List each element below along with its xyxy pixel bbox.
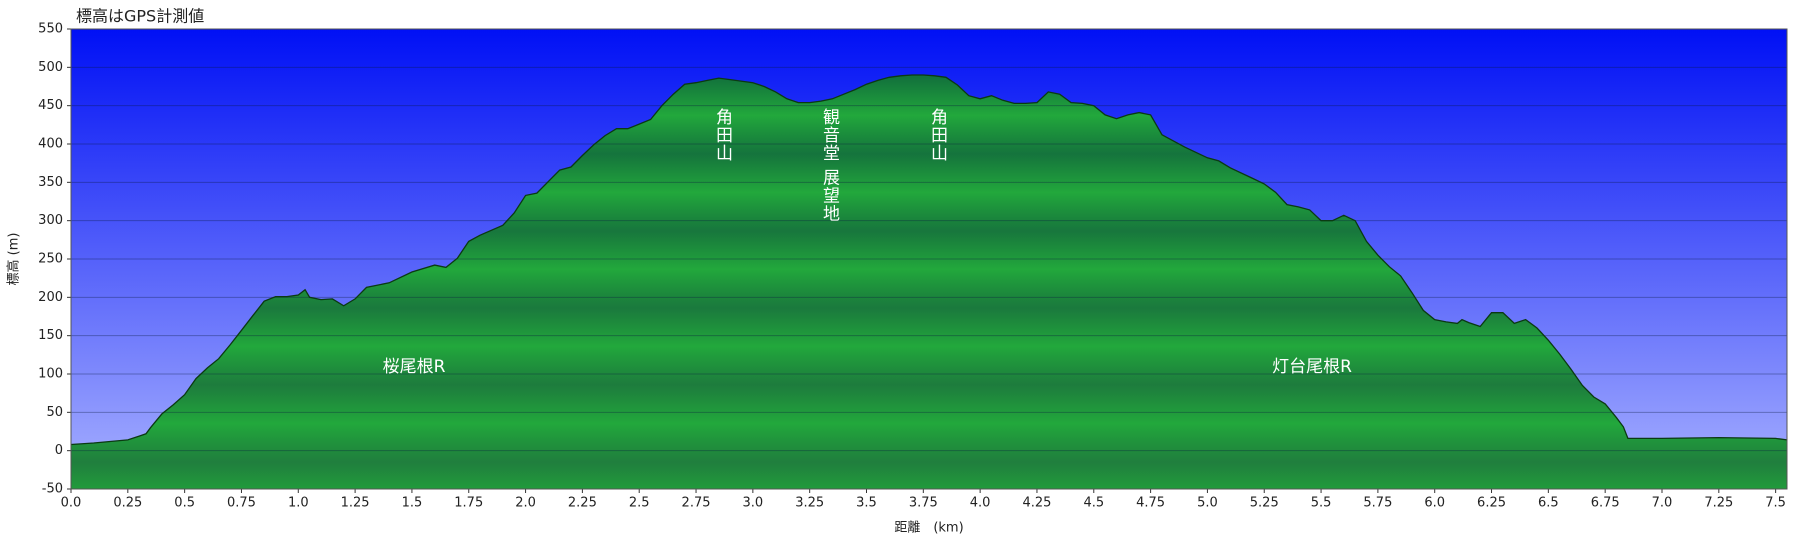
x-tick-label: 0.5 [174, 496, 195, 511]
area-outline [70, 74, 1788, 446]
x-tick-label: 6.75 [1591, 496, 1620, 511]
y-tick-label: 50 [46, 405, 63, 420]
y-tick-label: 150 [38, 328, 63, 343]
x-tick-label: 1.25 [341, 496, 370, 511]
annotation: 角田山 [927, 108, 948, 162]
annotation: 観音堂 展望地 [819, 108, 840, 222]
x-tick-label: 6.25 [1477, 496, 1506, 511]
x-tick-label: 5.25 [1250, 496, 1279, 511]
x-tick-label: 7.0 [1652, 496, 1673, 511]
y-axis-label: 標高 (m) [6, 233, 22, 286]
area [71, 75, 1787, 489]
x-tick-label: 0.75 [227, 496, 256, 511]
x-tick-label: 2.25 [568, 496, 597, 511]
y-tick-label: 100 [38, 367, 63, 382]
x-tick-label: 6.0 [1424, 496, 1445, 511]
x-tick-label: 2.75 [682, 496, 711, 511]
x-tick-label: 2.0 [515, 496, 536, 511]
y-tick-label: -50 [42, 482, 63, 497]
x-tick-label: 4.75 [1136, 496, 1165, 511]
x-tick-label: 3.75 [909, 496, 938, 511]
annotation: 角田山 [712, 108, 733, 162]
y-tick-label: 450 [38, 98, 63, 113]
x-axis-label: 距離 (km) [894, 521, 963, 536]
y-tick-label: 250 [38, 252, 63, 267]
y-tick-label: 400 [38, 137, 63, 152]
x-tick-label: 7.25 [1704, 496, 1733, 511]
x-tick-label: 5.75 [1363, 496, 1392, 511]
annotation: 灯台尾根R [1272, 357, 1352, 377]
plot-frame [70, 28, 1788, 490]
x-tick-label: 5.0 [1197, 496, 1218, 511]
x-tick-label: 1.75 [454, 496, 483, 511]
x-tick-label: 1.0 [288, 496, 309, 511]
chart-title: 標高はGPS計測値 [76, 7, 204, 26]
x-tick-label: 4.25 [1022, 496, 1051, 511]
x-tick-label: 1.5 [402, 496, 423, 511]
x-tick-label: 5.5 [1311, 496, 1332, 511]
x-tick-label: 3.0 [743, 496, 764, 511]
y-tick-label: 350 [38, 175, 63, 190]
x-tick-label: 0.0 [61, 496, 82, 511]
x-tick-label: 7.5 [1765, 496, 1786, 511]
y-tick-label: 550 [38, 22, 63, 37]
x-tick-label: 0.25 [113, 496, 142, 511]
x-tick-label: 2.5 [629, 496, 650, 511]
annotation: 桜尾根R [383, 357, 446, 377]
y-tick-label: 200 [38, 290, 63, 305]
y-tick-label: 500 [38, 60, 63, 75]
x-tick-label: 3.25 [795, 496, 824, 511]
x-tick-label: 6.5 [1538, 496, 1559, 511]
x-tick-label: 3.5 [856, 496, 877, 511]
x-tick-label: 4.5 [1083, 496, 1104, 511]
y-tick-label: 300 [38, 213, 63, 228]
x-tick-label: 4.0 [970, 496, 991, 511]
y-tick-label: 0 [55, 443, 63, 458]
